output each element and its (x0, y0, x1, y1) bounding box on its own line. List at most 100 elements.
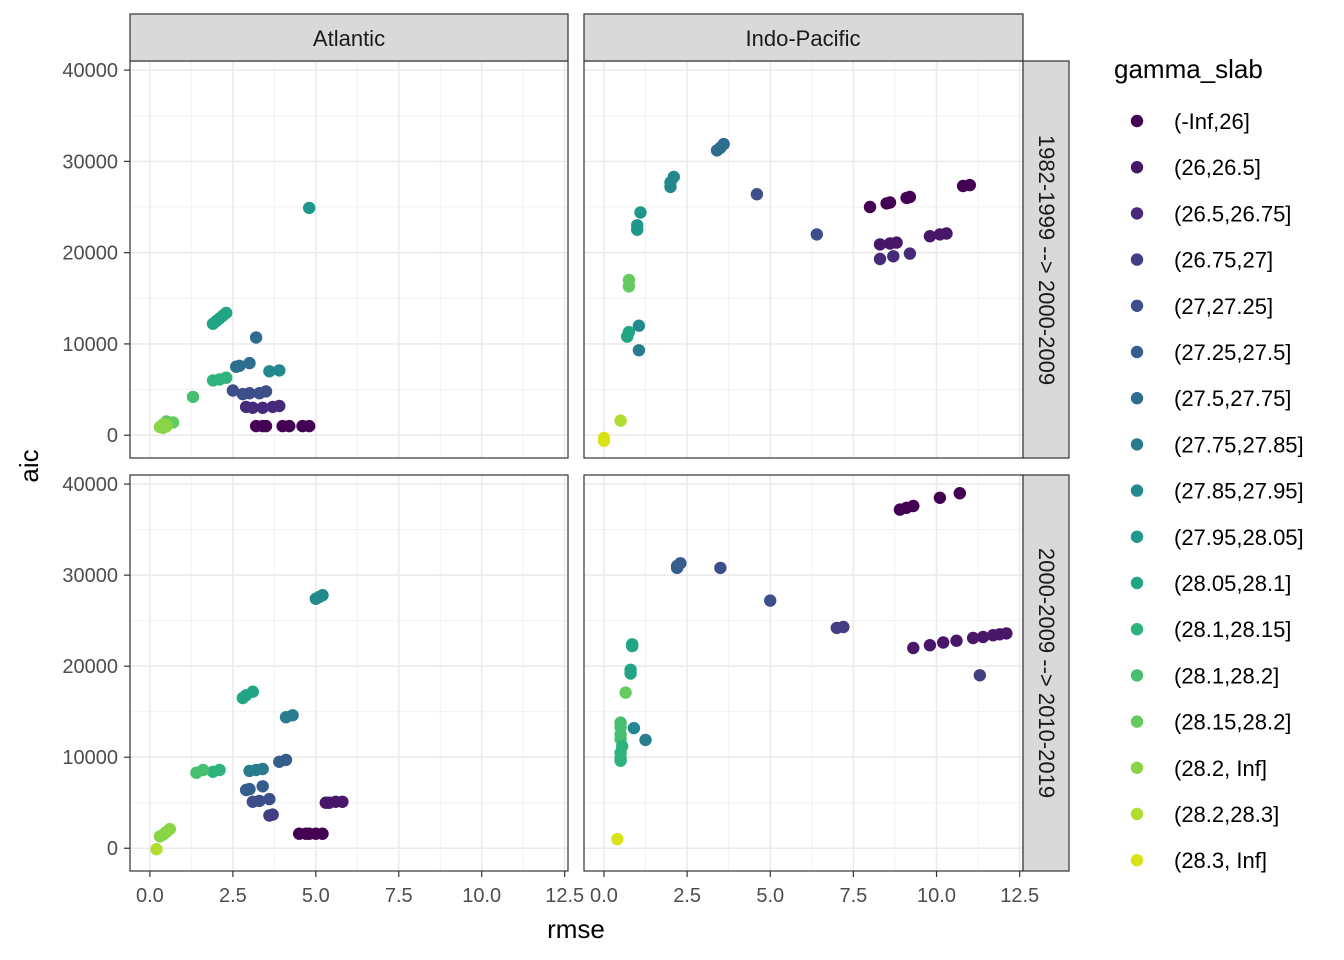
y-tick-label: 20000 (62, 656, 118, 678)
data-point (622, 280, 636, 293)
data-point (670, 561, 684, 575)
data-point (263, 809, 276, 822)
panel-2-2 (583, 474, 1024, 872)
x-tick-label: 7.5 (839, 885, 867, 907)
legend-key (1130, 392, 1144, 405)
y-tick-label: 0 (107, 425, 118, 447)
data-point (750, 188, 764, 201)
data-point (243, 356, 256, 370)
panel-background (130, 61, 568, 458)
legend-label: (-Inf,26] (1174, 109, 1250, 134)
legend-label: (27.25,27.5] (1174, 340, 1291, 365)
legend-item: (28.3, Inf] (1130, 848, 1267, 873)
legend-item: (26.75,27] (1130, 248, 1273, 273)
legend-key (1130, 623, 1144, 636)
data-point (810, 228, 823, 241)
data-point (710, 144, 724, 157)
data-point (614, 754, 627, 767)
legend-item: (26.5,26.75] (1130, 201, 1291, 226)
data-point (160, 419, 173, 433)
legend-key (1130, 114, 1144, 128)
data-point (907, 641, 920, 655)
data-point (626, 639, 639, 653)
panel-1-2 (129, 474, 569, 872)
legend-item: (28.15,28.2] (1130, 710, 1291, 735)
legend-key (1130, 761, 1144, 774)
x-tick-label: 5.0 (302, 885, 330, 907)
data-point (243, 387, 256, 400)
axes: 0 10000 20000 30000 40000 0 10000 20000 30000 400… (62, 60, 1039, 907)
data-point (880, 197, 893, 210)
data-point (937, 636, 950, 649)
legend-label: (28.2, Inf] (1174, 756, 1267, 781)
legend-title: gamma_slab (1114, 54, 1263, 84)
x-tick-label: 7.5 (385, 885, 413, 907)
data-point (950, 634, 963, 647)
legend-label: (27.5,27.75] (1174, 386, 1291, 411)
data-point (619, 686, 632, 699)
legend-key (1130, 207, 1144, 220)
x-axis-title: rmse (547, 914, 605, 944)
y-tick-label: 40000 (62, 474, 118, 496)
data-point (624, 667, 637, 680)
legend-label: (27,27.25] (1174, 294, 1273, 319)
data-point (273, 755, 286, 768)
legend-key (1130, 484, 1144, 497)
legend-key (1130, 438, 1144, 451)
data-point (956, 179, 970, 193)
data-point (273, 399, 286, 413)
data-point (632, 344, 646, 357)
data-point (279, 711, 293, 724)
legend-item: (28.1,28.15] (1130, 617, 1291, 642)
legend-key (1130, 345, 1144, 359)
legend-item: (28.2, Inf] (1130, 756, 1267, 781)
legend-item: (28.2,28.3] (1130, 802, 1279, 827)
data-point (303, 419, 316, 433)
data-point (863, 200, 877, 214)
data-point (887, 250, 900, 263)
data-point (239, 783, 253, 797)
data-point (263, 365, 276, 378)
data-point (621, 330, 634, 343)
data-point (631, 223, 644, 236)
legend-item: (-Inf,26] (1130, 109, 1250, 134)
legend-label: (27.75,27.85] (1174, 432, 1304, 457)
y-tick-label: 10000 (62, 334, 118, 356)
legend-label: (26.75,27] (1174, 248, 1273, 273)
y-tick-label: 40000 (62, 60, 118, 82)
data-point (873, 252, 887, 266)
panel-background (584, 475, 1023, 871)
legend-label: (28.3, Inf] (1174, 848, 1267, 873)
legend-label: (28.1,28.2] (1174, 663, 1279, 688)
x-tick-label: 10.0 (917, 885, 956, 907)
legend-item: (26,26.5] (1130, 155, 1261, 180)
data-point (632, 319, 646, 332)
y-axis-title: aic (14, 449, 44, 482)
data-point (153, 830, 167, 843)
legend-key (1130, 807, 1144, 821)
data-point (614, 414, 627, 427)
legend-key (1130, 299, 1144, 312)
data-point (893, 503, 907, 516)
legend-item: (28.1,28.2] (1130, 663, 1279, 688)
strip-background-row-2 (1022, 474, 1070, 872)
legend-key (1130, 161, 1144, 174)
data-point (873, 238, 887, 251)
data-point (263, 792, 276, 806)
data-point (226, 384, 240, 397)
legend-key (1130, 576, 1144, 590)
legend-item: (27.85,27.95] (1130, 479, 1304, 504)
data-point (986, 629, 1000, 642)
x-tick-label: 0.0 (136, 885, 164, 907)
data-point (206, 374, 220, 387)
data-point (764, 594, 777, 607)
data-point (319, 796, 332, 809)
data-point (273, 364, 286, 377)
panel-1-1 (129, 60, 569, 459)
data-point (243, 764, 256, 778)
y-tick-label: 0 (107, 838, 118, 860)
legend-item: (27.75,27.85] (1130, 432, 1304, 457)
data-point (923, 639, 937, 652)
legend-key (1130, 715, 1144, 728)
